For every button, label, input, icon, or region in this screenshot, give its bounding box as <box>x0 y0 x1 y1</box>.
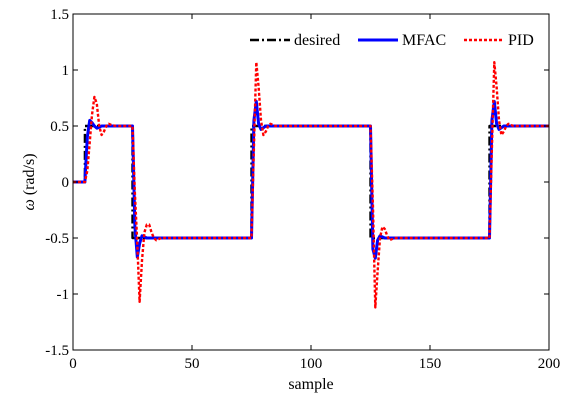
y-tick-label: 0.5 <box>50 119 69 135</box>
series-layer <box>73 61 549 309</box>
y-tick-label: -1.5 <box>45 343 69 359</box>
y-tick-label: 1.5 <box>50 7 69 23</box>
y-axis-label: ω (rad/s) <box>21 153 38 210</box>
x-tick-label: 50 <box>185 356 200 372</box>
plot-area <box>73 14 549 350</box>
y-axis-unit: (rad/s) <box>21 153 38 199</box>
y-axis-symbol: ω <box>21 199 38 210</box>
x-tick-label: 100 <box>300 356 323 372</box>
legend-label-mfac: MFAC <box>402 32 446 49</box>
y-tick-label: 1 <box>62 63 70 79</box>
x-axis-label: sample <box>288 376 333 393</box>
legend-label-pid: PID <box>508 32 534 49</box>
series-line-desired <box>73 124 549 240</box>
y-tick-label: -0.5 <box>45 231 69 247</box>
y-tick-label: 0 <box>62 175 70 191</box>
tick-layer: 0 50 100 150 200 -1.5 -1 -0.5 0 0.5 1 1.5 <box>45 7 560 372</box>
x-tick-label: 200 <box>538 356 561 372</box>
x-tick-label: 150 <box>419 356 442 372</box>
y-tick-label: -1 <box>57 287 70 303</box>
legend-label-desired: desired <box>294 32 340 49</box>
legend: desired MFAC PID <box>250 32 534 49</box>
x-tick-label: 0 <box>69 356 77 372</box>
